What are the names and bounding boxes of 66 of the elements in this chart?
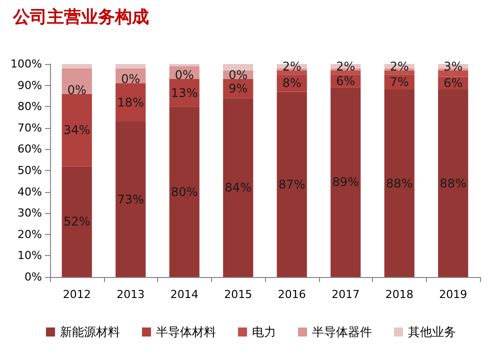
bar xyxy=(384,90,414,277)
y-tick-label: 80% xyxy=(18,100,42,114)
legend-label: 新能源材料 xyxy=(60,325,120,339)
data-label: 2% xyxy=(282,59,302,74)
x-tick-label: 2013 xyxy=(116,288,145,301)
data-label: 52% xyxy=(64,214,90,229)
legend-label: 电力 xyxy=(252,325,276,339)
data-label: 6% xyxy=(336,74,356,88)
x-tick-label: 2019 xyxy=(439,288,468,301)
bar xyxy=(330,70,361,75)
data-label: 0% xyxy=(228,68,248,82)
data-label: 2% xyxy=(336,59,356,74)
legend-label: 其他业务 xyxy=(408,325,456,339)
bar xyxy=(438,70,468,77)
bar xyxy=(169,106,200,277)
y-tick-label: 40% xyxy=(18,185,42,198)
y-tick-label: 20% xyxy=(18,228,42,241)
bar xyxy=(116,83,146,122)
bar xyxy=(62,64,92,68)
x-tick-label: 2016 xyxy=(278,288,306,301)
x-tick-label: 2014 xyxy=(170,288,198,301)
data-label: 7% xyxy=(390,75,409,90)
y-tick-label: 70% xyxy=(18,121,42,134)
data-label: 6% xyxy=(444,76,463,90)
bar xyxy=(276,70,307,75)
y-tick-label: 0% xyxy=(24,270,42,284)
y-tick-label: 10% xyxy=(18,249,42,262)
data-label: 73% xyxy=(117,192,144,206)
data-label: 89% xyxy=(332,175,359,190)
data-label: 2% xyxy=(390,59,409,74)
y-tick-label: 90% xyxy=(18,78,42,92)
data-label: 0% xyxy=(67,82,86,97)
data-label: 88% xyxy=(440,176,466,190)
bar xyxy=(330,87,361,277)
bar xyxy=(62,94,92,166)
bar xyxy=(62,166,92,277)
data-label: 80% xyxy=(171,184,198,199)
x-tick-label: 2017 xyxy=(332,288,360,301)
bar xyxy=(223,98,254,277)
x-tick-label: 2012 xyxy=(62,288,91,301)
data-label: 9% xyxy=(228,81,248,96)
y-tick-label: 60% xyxy=(18,142,42,156)
bar xyxy=(116,122,146,277)
bar xyxy=(276,92,307,277)
legend-label: 半导体材料 xyxy=(156,325,216,339)
data-label: 8% xyxy=(282,76,302,90)
legend-label: 半导体器件 xyxy=(312,325,372,339)
y-tick-label: 30% xyxy=(18,206,42,220)
data-label: 0% xyxy=(174,68,194,82)
data-label: 0% xyxy=(121,72,140,86)
data-label: 34% xyxy=(64,123,90,138)
bar xyxy=(116,64,146,68)
data-label: 18% xyxy=(117,95,144,110)
bar xyxy=(438,90,468,277)
bar xyxy=(384,70,414,75)
x-tick-label: 2015 xyxy=(224,288,252,301)
data-label: 84% xyxy=(224,180,252,195)
chart-title: 公司主营业务构成 xyxy=(12,8,149,28)
data-label: 13% xyxy=(171,86,198,100)
x-tick-label: 2018 xyxy=(385,288,414,301)
data-label: 88% xyxy=(386,176,413,190)
data-label: 3% xyxy=(444,59,463,74)
y-tick-label: 100% xyxy=(10,58,42,70)
data-label: 87% xyxy=(278,177,306,192)
y-tick-label: 50% xyxy=(18,164,42,177)
bar xyxy=(223,64,254,70)
